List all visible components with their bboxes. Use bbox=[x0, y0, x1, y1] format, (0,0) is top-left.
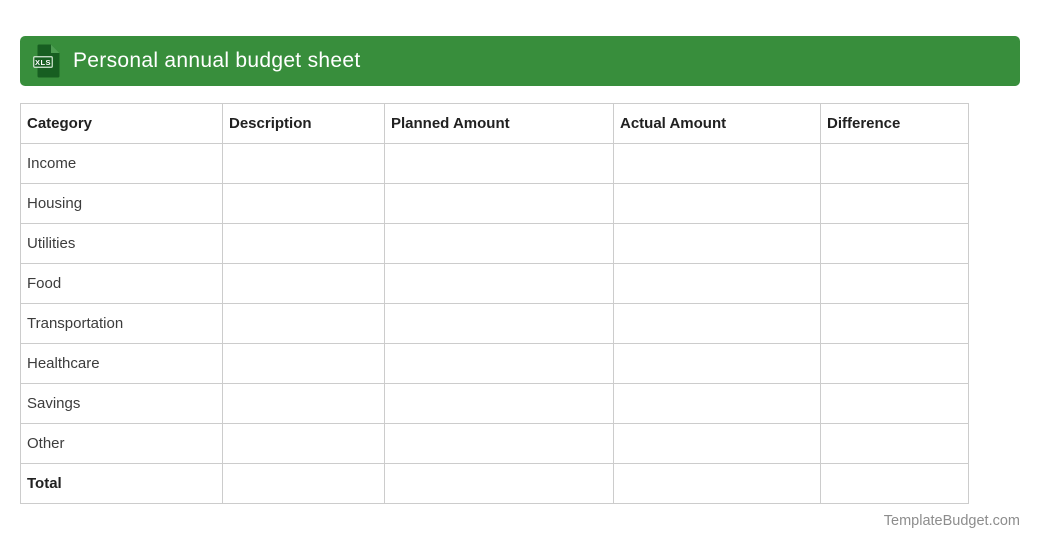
cell-actual-amount bbox=[613, 383, 821, 424]
table-row-food: Food bbox=[20, 263, 969, 304]
cell-category: Food bbox=[20, 263, 223, 304]
column-header-actual-amount: Actual Amount bbox=[613, 103, 821, 144]
cell-category: Utilities bbox=[20, 223, 223, 264]
title-banner: XLS Personal annual budget sheet bbox=[20, 36, 1020, 86]
cell-description bbox=[222, 423, 385, 464]
file-fold-shape bbox=[51, 44, 60, 53]
cell-planned-amount bbox=[384, 383, 614, 424]
column-header-planned-amount: Planned Amount bbox=[384, 103, 614, 144]
cell-planned-amount bbox=[384, 223, 614, 264]
cell-difference bbox=[820, 223, 969, 264]
cell-difference bbox=[820, 383, 969, 424]
cell-description bbox=[222, 143, 385, 184]
cell-category: Transportation bbox=[20, 303, 223, 344]
cell-actual-amount bbox=[613, 183, 821, 224]
cell-actual-amount bbox=[613, 143, 821, 184]
cell-planned-amount bbox=[384, 263, 614, 304]
cell-actual-amount bbox=[613, 263, 821, 304]
cell-planned-amount bbox=[384, 343, 614, 384]
cell-planned-amount bbox=[384, 303, 614, 344]
cell-category: Income bbox=[20, 143, 223, 184]
cell-difference bbox=[820, 143, 969, 184]
cell-actual-amount bbox=[613, 423, 821, 464]
cell-category: Savings bbox=[20, 383, 223, 424]
xls-file-icon: XLS bbox=[33, 44, 60, 78]
cell-actual-amount bbox=[613, 343, 821, 384]
cell-description bbox=[222, 223, 385, 264]
column-header-description: Description bbox=[222, 103, 385, 144]
table-row-other: Other bbox=[20, 423, 969, 464]
table-row-healthcare: Healthcare bbox=[20, 343, 969, 384]
cell-planned-amount bbox=[384, 143, 614, 184]
table-row-savings: Savings bbox=[20, 383, 969, 424]
table-row-income: Income bbox=[20, 143, 969, 184]
cell-description bbox=[222, 343, 385, 384]
cell-actual-amount bbox=[613, 223, 821, 264]
cell-description bbox=[222, 183, 385, 224]
cell-difference bbox=[820, 343, 969, 384]
cell-actual-amount bbox=[613, 463, 821, 504]
table-row-utilities: Utilities bbox=[20, 223, 969, 264]
cell-difference bbox=[820, 263, 969, 304]
page-title: Personal annual budget sheet bbox=[73, 49, 361, 72]
column-header-difference: Difference bbox=[820, 103, 969, 144]
cell-category: Housing bbox=[20, 183, 223, 224]
table-row-housing: Housing bbox=[20, 183, 969, 224]
cell-difference bbox=[820, 303, 969, 344]
cell-description bbox=[222, 303, 385, 344]
cell-planned-amount bbox=[384, 463, 614, 504]
cell-description bbox=[222, 463, 385, 504]
cell-category: Other bbox=[20, 423, 223, 464]
cell-category: Total bbox=[20, 463, 223, 504]
cell-difference bbox=[820, 423, 969, 464]
file-badge bbox=[33, 56, 53, 68]
cell-category: Healthcare bbox=[20, 343, 223, 384]
cell-description bbox=[222, 263, 385, 304]
cell-difference bbox=[820, 183, 969, 224]
cell-actual-amount bbox=[613, 303, 821, 344]
watermark-text: TemplateBudget.com bbox=[883, 513, 1020, 529]
cell-planned-amount bbox=[384, 423, 614, 464]
cell-difference bbox=[820, 463, 969, 504]
table-row-total: Total bbox=[20, 463, 969, 504]
table-row-transportation: Transportation bbox=[20, 303, 969, 344]
file-badge-label: XLS bbox=[35, 58, 51, 67]
cell-planned-amount bbox=[384, 183, 614, 224]
cell-description bbox=[222, 383, 385, 424]
budget-table: Category Description Planned Amount Actu… bbox=[20, 103, 969, 504]
table-header-row: Category Description Planned Amount Actu… bbox=[20, 103, 969, 144]
column-header-category: Category bbox=[20, 103, 223, 144]
